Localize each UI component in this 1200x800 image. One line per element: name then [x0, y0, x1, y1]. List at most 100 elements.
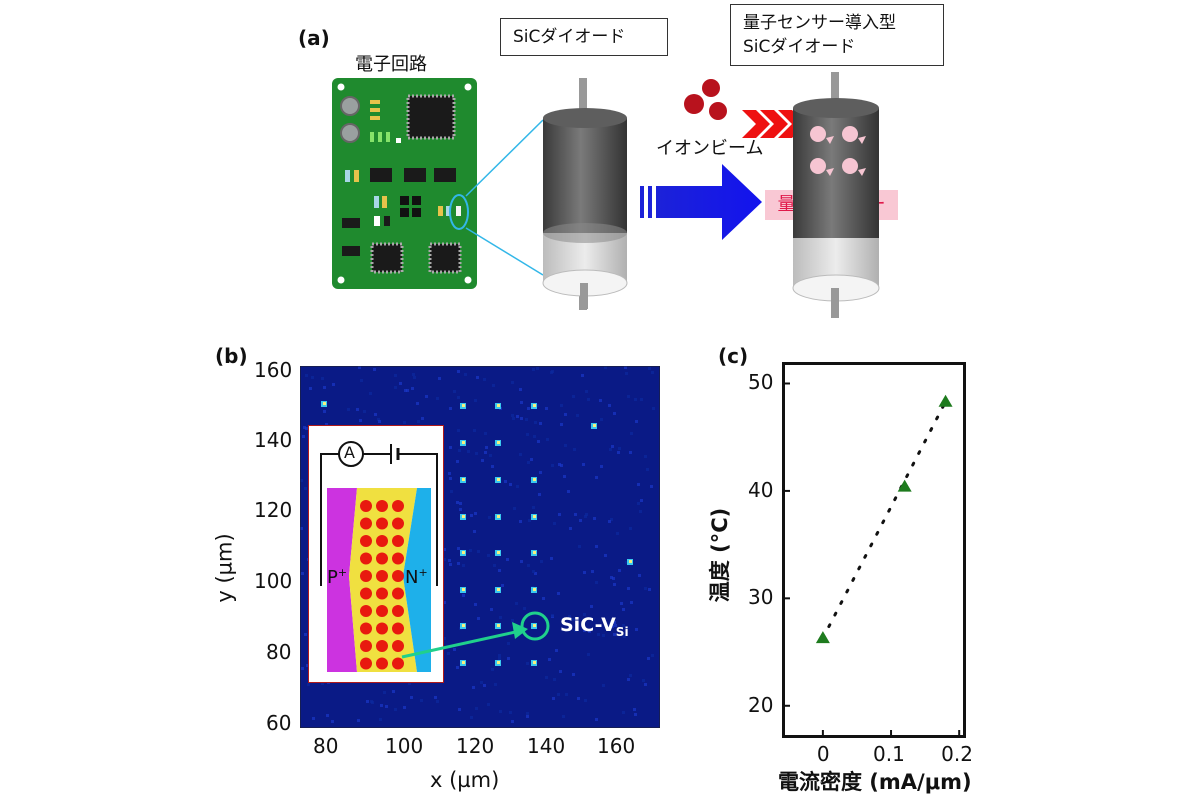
- b-xtick-160: 160: [597, 734, 636, 758]
- sic-diode: [542, 78, 628, 310]
- color-center-dot: [360, 517, 372, 530]
- inset-color-centers: [360, 500, 404, 670]
- b-ytick-100: 100: [254, 569, 293, 593]
- vsi-label: SiC-VSi: [560, 614, 629, 639]
- pl-spot: [460, 403, 466, 409]
- color-center-dot: [392, 622, 404, 635]
- color-center-dot: [392, 640, 404, 652]
- c-ytick-label: 40: [748, 477, 774, 502]
- annotation-circle: [520, 611, 550, 641]
- annotation-arrow: [401, 629, 521, 659]
- color-center-dot: [392, 570, 404, 582]
- pl-spot: [321, 401, 327, 407]
- sensor-diode-label-line2: SiCダイオード: [743, 37, 856, 57]
- data-points: [815, 394, 953, 644]
- b-xtick-120: 120: [456, 734, 495, 758]
- b-ytick-140: 140: [254, 428, 293, 452]
- color-center-dot: [392, 535, 404, 547]
- color-center-dot: [360, 552, 372, 565]
- n-label-text: N: [405, 567, 419, 588]
- pl-spot: [495, 660, 501, 666]
- color-center-dot: [392, 657, 404, 670]
- inset-drawing: [320, 441, 438, 672]
- pl-spot: [531, 587, 537, 593]
- pl-spot: [460, 477, 466, 483]
- pl-spot: [531, 550, 537, 556]
- conversion-arrow: [640, 164, 762, 240]
- device-inset: A P+ N+: [308, 425, 444, 683]
- color-center-dot: [360, 570, 372, 582]
- color-center-dot: [376, 535, 388, 547]
- c-xtick-label: 0.1: [873, 742, 905, 766]
- vsi-label-sub: Si: [615, 624, 629, 639]
- p-label-plus: +: [337, 566, 348, 579]
- color-center-dot: [376, 640, 388, 652]
- pl-spot: [460, 660, 466, 666]
- pl-spot: [495, 550, 501, 556]
- circuit-board: [332, 78, 477, 289]
- color-center-dot: [376, 500, 388, 512]
- chart-frame: [782, 362, 966, 738]
- pl-spot: [531, 660, 537, 666]
- pl-spot: [627, 559, 633, 565]
- pl-spot: [460, 514, 466, 520]
- vsi-label-text: SiC-V: [560, 614, 616, 636]
- panel-b-label: (b): [215, 344, 248, 368]
- color-center-dot: [376, 657, 388, 670]
- pl-spot: [460, 550, 466, 556]
- color-center-dot: [360, 587, 372, 600]
- panel-a-label: (a): [298, 26, 330, 50]
- pl-map-spots: [321, 401, 633, 666]
- color-center-dot: [376, 552, 388, 565]
- p-label: P+: [327, 566, 347, 588]
- b-ytick-160: 160: [254, 358, 293, 382]
- pl-spot: [591, 423, 597, 429]
- sensor-diode-label-line1: 量子センサー導入型: [743, 13, 896, 33]
- pl-spot: [460, 440, 466, 446]
- circuit-label: 電子回路: [355, 54, 427, 75]
- quantum-sensor-diode: [792, 72, 880, 318]
- color-center-dot: [376, 622, 388, 635]
- color-center-dot: [360, 500, 372, 512]
- n-label-plus: +: [418, 566, 428, 579]
- data-point: [938, 394, 953, 407]
- b-xtick-100: 100: [385, 734, 424, 758]
- pl-spot: [495, 623, 501, 629]
- c-xtick-label: 0.2: [941, 742, 973, 766]
- color-center-dot: [392, 552, 404, 565]
- color-center-dot: [392, 500, 404, 512]
- c-ytick-label: 30: [748, 585, 774, 610]
- c-xlabel: 電流密度 (mA/μm): [778, 770, 972, 794]
- c-ytick-label: 50: [748, 370, 774, 395]
- data-point: [897, 479, 912, 492]
- color-center-dot: [360, 622, 372, 635]
- ion-particles: [684, 79, 727, 120]
- color-center-dot: [360, 640, 372, 652]
- color-center-dot: [360, 657, 372, 670]
- pl-spot: [495, 440, 501, 446]
- b-xtick-140: 140: [527, 734, 566, 758]
- c-ytick-label: 20: [748, 692, 774, 717]
- chart-ticks: [782, 382, 961, 738]
- pl-spot: [495, 587, 501, 593]
- pl-spot: [495, 477, 501, 483]
- color-center-dot: [376, 605, 388, 617]
- b-ytick-120: 120: [254, 498, 293, 522]
- ammeter-label: A: [344, 443, 355, 462]
- pl-spot: [531, 623, 537, 629]
- color-center-dot: [392, 517, 404, 530]
- trend-line: [821, 400, 948, 640]
- trend-line-path: [821, 400, 948, 640]
- color-center-dot: [376, 570, 388, 582]
- diode-label: SiCダイオード: [500, 18, 668, 56]
- pl-spot: [531, 403, 537, 409]
- data-point: [815, 631, 830, 644]
- ion-beam-label: イオンビーム: [656, 138, 764, 159]
- pl-spot: [531, 514, 537, 520]
- b-ytick-60: 60: [266, 711, 292, 735]
- sensor-diode-label: 量子センサー導入型 SiCダイオード: [730, 4, 944, 66]
- p-label-text: P: [327, 567, 338, 588]
- n-region: [403, 488, 431, 672]
- c-xtick-label: 0: [816, 742, 830, 766]
